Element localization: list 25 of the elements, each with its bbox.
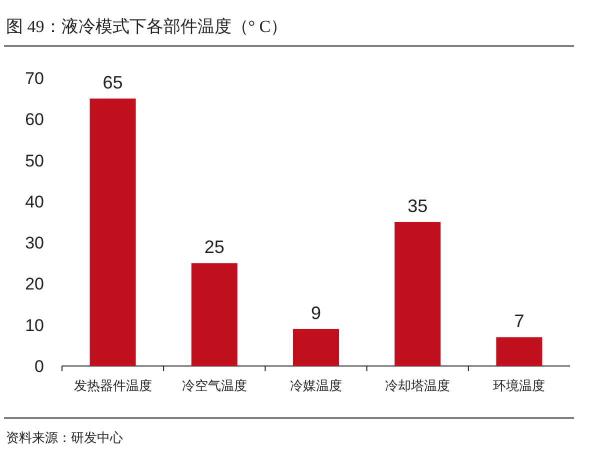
y-tick-label: 70: [25, 69, 44, 88]
y-tick-label: 40: [25, 192, 44, 212]
x-tick-label: 环境温度: [493, 378, 546, 393]
y-tick-label: 30: [25, 234, 44, 253]
y-tick-label: 20: [25, 274, 44, 294]
x-tick-label: 冷空气温度: [182, 378, 247, 393]
data-label: 65: [102, 72, 123, 93]
text: 资料来源：研发中心: [6, 430, 123, 445]
y-tick-label: 60: [25, 110, 44, 130]
data-label: 9: [310, 302, 322, 323]
bar: [191, 263, 238, 366]
x-tick-label: 发热器件温度: [74, 378, 152, 393]
x-tick-label: 冷却塔温度: [385, 378, 450, 393]
bar: [394, 222, 441, 366]
data-label: 35: [408, 196, 428, 216]
y-tick-label: 10: [25, 316, 44, 335]
data-label: 7: [514, 311, 524, 332]
x-tick-label: 冷媒温度: [290, 378, 342, 393]
data-label: 25: [204, 237, 224, 258]
bar: [496, 337, 542, 366]
y-tick-label: 0: [34, 357, 44, 376]
bar: [90, 98, 136, 366]
y-tick-label: 50: [25, 151, 44, 170]
chart-title: 图 49：液冷模式下各部件温度（° C）: [6, 17, 288, 36]
bar: [293, 328, 339, 366]
